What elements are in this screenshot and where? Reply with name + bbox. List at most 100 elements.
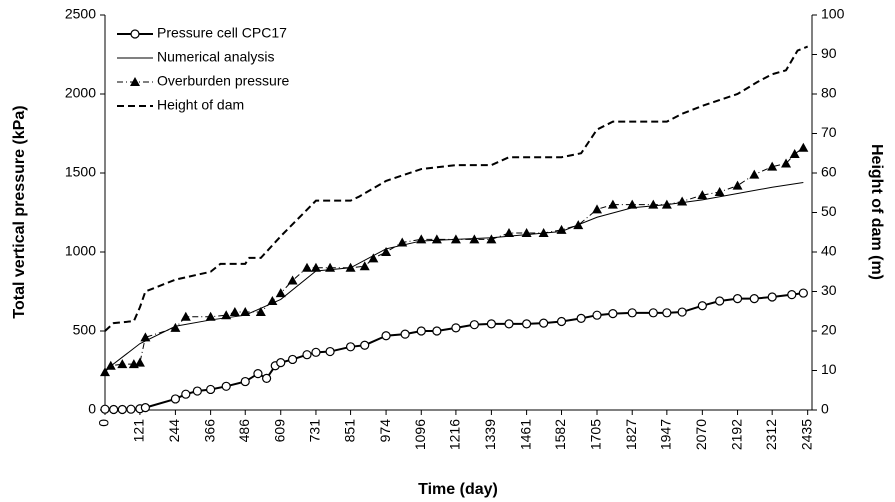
marker: [287, 275, 298, 285]
x-tick-label: 1947: [658, 419, 674, 450]
marker: [556, 316, 567, 327]
marker: [677, 196, 688, 206]
marker: [302, 350, 312, 360]
marker: [126, 404, 136, 414]
marker: [627, 199, 638, 209]
marker: [450, 234, 461, 244]
x-tick-label: 1582: [552, 419, 568, 450]
legend-marker: [130, 29, 140, 39]
marker: [170, 322, 181, 332]
y2-axis-label: Height of dam (m): [868, 144, 885, 280]
marker: [627, 308, 637, 318]
marker: [661, 199, 672, 209]
marker: [648, 199, 659, 209]
y-tick-label: 2000: [65, 85, 96, 101]
x-tick-label: 366: [201, 419, 217, 443]
marker: [100, 367, 110, 377]
marker: [521, 228, 532, 238]
marker: [522, 319, 532, 329]
marker: [368, 253, 379, 263]
x-tick-label: 486: [236, 419, 252, 443]
marker: [192, 386, 202, 396]
marker: [140, 332, 151, 342]
marker: [789, 149, 800, 159]
x-tick-label: 1216: [447, 419, 463, 450]
marker: [180, 311, 191, 321]
marker: [486, 234, 497, 244]
series-line: [104, 181, 804, 371]
y-tick-label: 1500: [65, 164, 96, 180]
marker: [451, 323, 461, 333]
marker: [276, 358, 286, 368]
marker: [431, 234, 442, 244]
y2-tick-label: 60: [821, 164, 837, 180]
x-tick-label: 2070: [693, 419, 709, 450]
marker: [798, 142, 809, 152]
marker: [253, 369, 263, 379]
y2-tick-label: 10: [821, 361, 837, 377]
marker: [140, 403, 150, 413]
x-tick-label: 731: [307, 419, 323, 443]
y2-tick-label: 90: [821, 45, 837, 61]
marker: [749, 294, 759, 304]
y-tick-label: 500: [73, 322, 97, 338]
marker: [117, 404, 127, 415]
marker: [732, 180, 743, 190]
x-tick-label: 1705: [588, 419, 604, 450]
x-tick-label: 2312: [763, 419, 779, 450]
marker: [400, 329, 410, 339]
marker: [267, 295, 278, 305]
marker: [677, 307, 687, 317]
marker: [607, 199, 618, 209]
marker: [787, 290, 797, 300]
x-tick-label: 0: [96, 419, 112, 427]
y-tick-label: 1000: [65, 243, 96, 259]
marker: [781, 158, 792, 168]
marker: [486, 319, 496, 329]
legend-label: Overburden pressure: [157, 73, 290, 89]
marker: [206, 384, 216, 395]
x-tick-label: 2192: [728, 419, 744, 450]
marker: [432, 326, 442, 336]
marker: [262, 373, 272, 383]
marker: [359, 261, 370, 271]
legend-label: Height of dam: [157, 97, 244, 113]
marker: [592, 310, 602, 320]
marker: [592, 204, 603, 214]
marker: [767, 292, 777, 302]
marker: [134, 357, 145, 367]
marker: [345, 342, 356, 352]
marker: [240, 376, 250, 387]
marker: [181, 389, 191, 399]
y2-tick-label: 0: [821, 401, 829, 417]
marker: [287, 354, 298, 365]
marker: [469, 320, 479, 330]
x-tick-label: 1461: [517, 419, 533, 450]
marker: [697, 301, 707, 311]
x-tick-label: 974: [377, 419, 393, 443]
series-line: [104, 45, 809, 332]
y-tick-label: 2500: [65, 6, 96, 22]
marker: [205, 311, 216, 321]
marker: [504, 319, 514, 329]
x-tick-label: 1339: [482, 419, 498, 450]
marker: [325, 262, 336, 272]
marker: [105, 360, 116, 370]
marker: [325, 346, 335, 357]
marker: [360, 340, 370, 350]
marker: [397, 237, 408, 247]
y2-tick-label: 20: [821, 322, 837, 338]
marker: [732, 294, 743, 304]
marker: [573, 220, 584, 230]
y-axis-label: Total vertical pressure (kPa): [11, 105, 28, 318]
marker: [381, 247, 392, 256]
x-tick-label: 121: [131, 419, 147, 443]
legend-marker: [130, 77, 140, 86]
y-tick-label: 0: [88, 401, 96, 417]
marker: [608, 309, 618, 319]
x-axis-label: Time (day): [418, 481, 498, 498]
legend-label: Numerical analysis: [157, 49, 274, 65]
y2-tick-label: 50: [821, 203, 837, 219]
marker: [538, 228, 549, 238]
